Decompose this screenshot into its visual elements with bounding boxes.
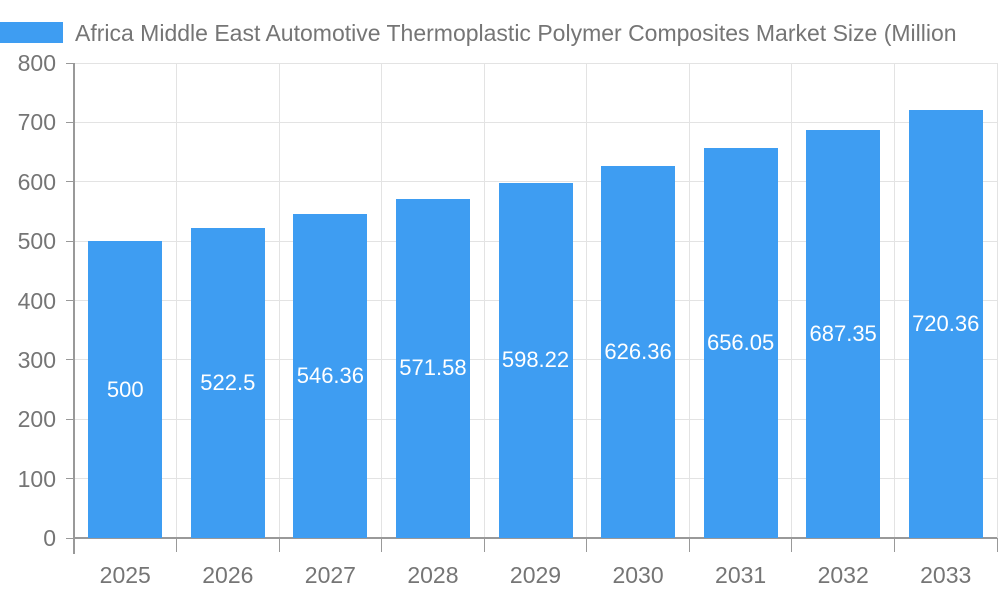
legend-swatch[interactable] (0, 22, 63, 43)
bar-value-label: 656.05 (706, 330, 775, 356)
x-axis-category-label: 2025 (99, 562, 151, 588)
y-axis-tick-label: 500 (17, 228, 56, 255)
x-gridline (893, 63, 895, 538)
x-axis-tick (791, 538, 793, 552)
bar-2033[interactable] (908, 110, 983, 538)
y-axis-tick (66, 418, 74, 420)
bar-value-label: 500 (106, 376, 144, 402)
bar-2027[interactable] (293, 213, 368, 538)
y-axis-tick-label: 400 (17, 287, 56, 314)
bar-2026[interactable] (190, 227, 265, 538)
x-axis-tick (996, 538, 998, 552)
y-axis-tick-label: 300 (17, 346, 56, 373)
x-axis-category-label: 2028 (407, 562, 459, 588)
x-gridline (483, 63, 485, 538)
x-axis-category-label: 2032 (817, 562, 869, 588)
x-axis-category-label: 2027 (304, 562, 356, 588)
x-axis-tick (586, 538, 588, 552)
bar-2030[interactable] (601, 166, 676, 538)
y-axis-tick-label: 100 (17, 465, 56, 492)
y-axis-tick-label: 700 (17, 109, 56, 136)
chart-title: Africa Middle East Automotive Thermoplas… (75, 20, 957, 46)
bar-value-label: 720.36 (912, 311, 980, 337)
x-gridline (791, 63, 793, 538)
x-axis-tick (483, 538, 485, 552)
x-axis-tick (381, 538, 383, 552)
x-gridline (688, 63, 690, 538)
y-axis-tick (66, 62, 74, 64)
y-axis-tick-label: 200 (17, 406, 56, 433)
x-axis-category-label: 2026 (202, 562, 254, 588)
y-gridline (74, 181, 997, 183)
y-axis-tick (66, 537, 74, 539)
y-axis-tick (66, 121, 74, 123)
bar-2025[interactable] (88, 241, 163, 538)
y-axis-tick (66, 478, 74, 480)
y-axis-tick (66, 240, 74, 242)
bar-2028[interactable] (395, 198, 470, 538)
x-axis-category-label: 2031 (715, 562, 767, 588)
bar-value-label: 546.36 (296, 362, 365, 388)
x-axis-category-label: 2029 (509, 562, 562, 588)
x-axis-line (73, 537, 997, 539)
y-axis-tick (66, 359, 74, 361)
bar-value-label: 522.5 (200, 369, 256, 395)
x-axis-category-label: 2033 (920, 562, 972, 588)
x-axis-tick (176, 538, 178, 552)
y-axis-line (73, 63, 75, 554)
x-gridline (176, 63, 178, 538)
x-gridline (996, 63, 998, 538)
x-axis-tick (688, 538, 690, 552)
bar-2031[interactable] (703, 148, 778, 538)
x-gridline (381, 63, 383, 538)
x-gridline (278, 63, 280, 538)
y-gridline (74, 121, 997, 123)
x-axis-tick (278, 538, 280, 552)
y-axis-tick-label: 0 (43, 525, 56, 551)
x-gridline (586, 63, 588, 538)
y-axis-tick (66, 300, 74, 301)
y-axis-tick (66, 181, 74, 183)
bar-value-label: 687.35 (809, 320, 877, 346)
y-axis-tick-label: 600 (17, 168, 56, 195)
bar-2032[interactable] (806, 129, 881, 538)
bar-value-label: 598.22 (501, 347, 570, 373)
x-axis-tick (893, 538, 895, 552)
bar-value-label: 571.58 (399, 355, 467, 381)
bar-2029[interactable] (498, 182, 573, 538)
x-axis-category-label: 2030 (612, 562, 664, 588)
bar-value-label: 626.36 (604, 339, 672, 365)
y-axis-tick-label: 800 (17, 50, 56, 76)
y-gridline (74, 62, 997, 64)
